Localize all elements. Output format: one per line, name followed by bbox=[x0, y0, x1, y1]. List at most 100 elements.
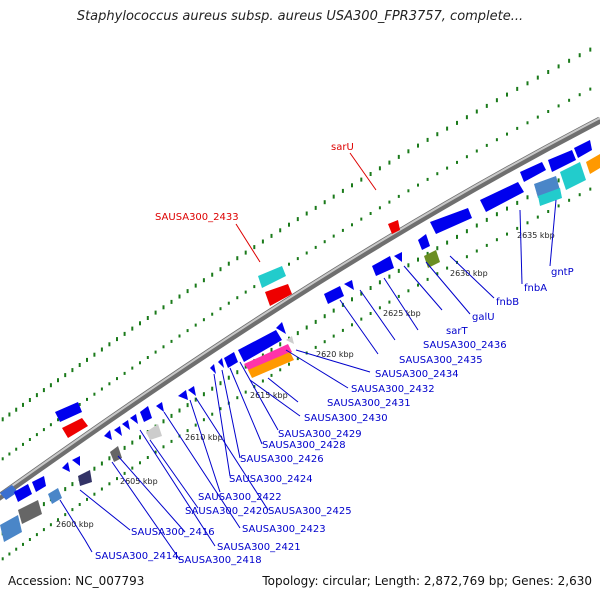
gene-feature[interactable] bbox=[62, 462, 70, 472]
gene-label[interactable]: SAUSA300_2429 bbox=[278, 429, 362, 440]
gc-dot bbox=[108, 456, 111, 461]
gene-label[interactable]: SAUSA300_2431 bbox=[327, 398, 411, 409]
gc-dot bbox=[42, 502, 45, 507]
gc-dot bbox=[123, 331, 126, 336]
genome-summary: Topology: circular; Length: 2,872,769 bp… bbox=[262, 574, 592, 588]
gene-feature[interactable] bbox=[110, 446, 122, 462]
gene-feature[interactable] bbox=[538, 188, 562, 206]
gene-feature[interactable] bbox=[218, 358, 224, 368]
gc-dot bbox=[49, 383, 52, 388]
gene-feature[interactable] bbox=[156, 402, 164, 412]
gene-label[interactable]: SAUSA300_2423 bbox=[242, 524, 326, 535]
forward-genes[interactable] bbox=[0, 140, 600, 500]
gene-feature[interactable] bbox=[62, 418, 88, 438]
gene-label[interactable]: SAUSA300_2434 bbox=[375, 369, 459, 380]
gene-label[interactable]: galU bbox=[472, 312, 495, 323]
gc-dot bbox=[261, 239, 264, 244]
gene-feature[interactable] bbox=[388, 220, 400, 234]
gene-feature[interactable] bbox=[265, 284, 292, 306]
gene-label[interactable]: SAUSA300_2432 bbox=[351, 384, 435, 395]
gene-feature[interactable] bbox=[418, 234, 430, 250]
gene-label[interactable]: SAUSA300_2420 bbox=[185, 506, 269, 517]
gene-feature[interactable] bbox=[560, 162, 586, 190]
gene-feature[interactable] bbox=[18, 500, 42, 524]
gc-dot bbox=[578, 193, 581, 197]
gc-dot bbox=[211, 272, 214, 277]
gc-dot bbox=[536, 115, 539, 119]
gc-dot bbox=[516, 126, 519, 130]
gene-label[interactable]: SAUSA300_2435 bbox=[399, 355, 483, 366]
gene-feature[interactable] bbox=[188, 386, 196, 396]
gene-feature[interactable] bbox=[276, 322, 286, 334]
gc-dot bbox=[162, 419, 165, 424]
gene-feature[interactable] bbox=[55, 402, 82, 422]
gene-label[interactable]: SAUSA300_2433 bbox=[155, 212, 239, 223]
gene-label[interactable]: SAUSA300_2436 bbox=[423, 340, 507, 351]
gene-feature[interactable] bbox=[548, 150, 576, 172]
gene-feature[interactable] bbox=[130, 414, 138, 424]
gene-feature[interactable] bbox=[258, 266, 286, 288]
gene-feature[interactable] bbox=[0, 515, 22, 542]
gene-feature[interactable] bbox=[32, 476, 46, 492]
reverse-genes[interactable] bbox=[0, 234, 440, 542]
gene-label[interactable]: sarT bbox=[446, 326, 468, 337]
tick-label: 2605 kbp bbox=[120, 477, 158, 486]
gc-dot bbox=[351, 297, 353, 302]
gene-feature[interactable] bbox=[424, 250, 440, 268]
gc-dot bbox=[253, 285, 256, 289]
gene-feature[interactable] bbox=[146, 424, 162, 440]
gc-dot bbox=[64, 513, 67, 517]
gc-dot bbox=[139, 435, 141, 440]
gene-feature[interactable] bbox=[586, 154, 600, 174]
gene-feature[interactable] bbox=[372, 256, 394, 276]
gene-feature[interactable] bbox=[178, 390, 188, 400]
gene-label[interactable]: gntP bbox=[551, 267, 574, 278]
gene-label[interactable]: SAUSA300_2426 bbox=[240, 454, 324, 465]
gc-dot bbox=[100, 487, 103, 491]
gene-feature[interactable] bbox=[104, 430, 112, 440]
gene-label[interactable]: sarU bbox=[331, 142, 354, 153]
gene-feature[interactable] bbox=[140, 406, 152, 422]
gene-feature[interactable] bbox=[78, 470, 92, 486]
gene-label[interactable]: SAUSA300_2418 bbox=[178, 555, 262, 566]
genome-backbone bbox=[0, 116, 600, 501]
gc-dot bbox=[485, 217, 488, 222]
gene-label[interactable]: SAUSA300_2422 bbox=[198, 492, 282, 503]
gene-feature[interactable] bbox=[244, 344, 292, 372]
gene-label[interactable]: SAUSA300_2416 bbox=[131, 527, 215, 538]
gene-feature[interactable] bbox=[114, 426, 122, 436]
gene-feature[interactable] bbox=[72, 456, 80, 466]
gene-label[interactable]: SAUSA300_2430 bbox=[304, 413, 388, 424]
gene-feature[interactable] bbox=[480, 182, 524, 212]
gc-dot bbox=[323, 340, 326, 344]
gene-feature[interactable] bbox=[48, 488, 62, 504]
gene-label[interactable]: SAUSA300_2424 bbox=[229, 474, 313, 485]
gc-dot bbox=[436, 246, 439, 251]
gc-dot bbox=[407, 189, 410, 193]
gc-dot bbox=[426, 251, 429, 256]
gene-label[interactable]: fnbB bbox=[496, 297, 519, 308]
gene-feature[interactable] bbox=[14, 484, 32, 502]
gene-feature[interactable] bbox=[224, 352, 238, 368]
gene-label[interactable]: SAUSA300_2421 bbox=[217, 542, 301, 553]
gene-feature[interactable] bbox=[574, 140, 592, 158]
gene-feature[interactable] bbox=[286, 336, 294, 344]
gene-feature[interactable] bbox=[520, 162, 546, 182]
gene-feature[interactable] bbox=[248, 352, 294, 378]
gene-label[interactable]: SAUSA300_2428 bbox=[262, 440, 346, 451]
gene-feature[interactable] bbox=[430, 208, 472, 234]
gene-label[interactable]: fnbA bbox=[524, 283, 547, 294]
gene-feature[interactable] bbox=[394, 252, 402, 262]
gene-feature[interactable] bbox=[344, 280, 354, 290]
gene-label[interactable]: SAUSA300_2414 bbox=[95, 551, 179, 562]
gene-label[interactable]: SAUSA300_2425 bbox=[268, 506, 352, 517]
gc-dot bbox=[64, 373, 67, 378]
gene-feature[interactable] bbox=[324, 286, 344, 304]
gene-feature[interactable] bbox=[122, 420, 130, 430]
gc-dot bbox=[323, 240, 326, 244]
gene-feature[interactable] bbox=[210, 364, 216, 374]
gene-feature[interactable] bbox=[534, 176, 560, 198]
gene-feature[interactable] bbox=[0, 485, 18, 500]
gene-feature[interactable] bbox=[238, 330, 282, 362]
